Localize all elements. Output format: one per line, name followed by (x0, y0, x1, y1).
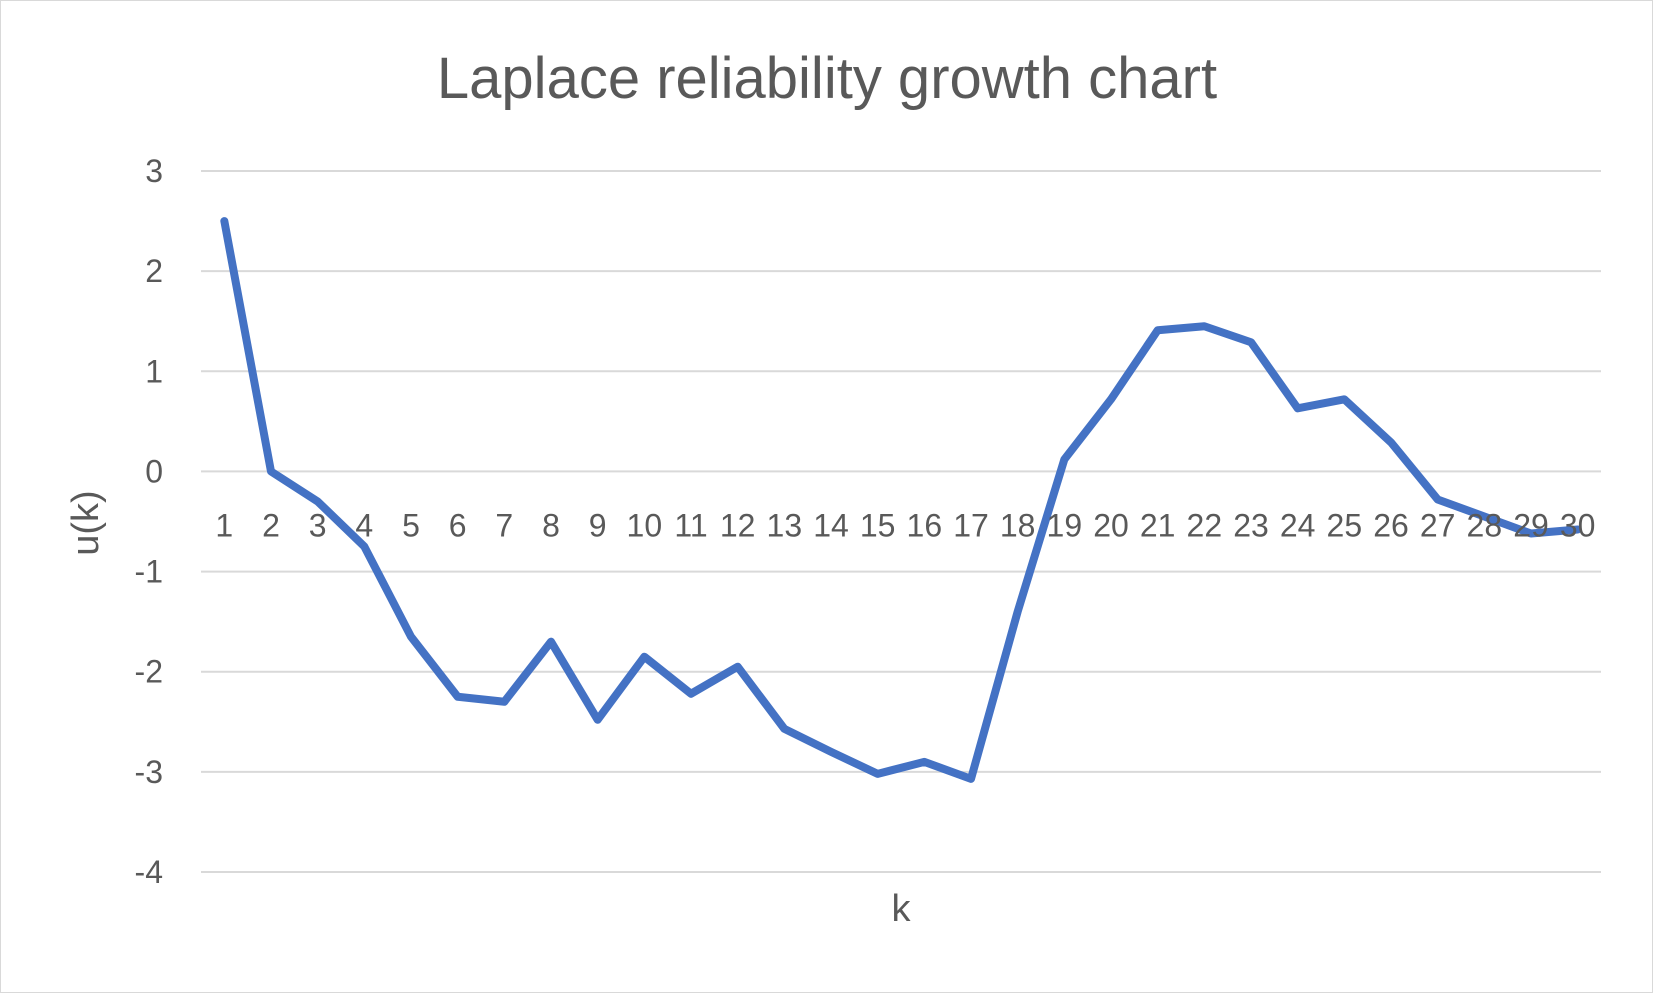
x-tick-label: 11 (674, 507, 707, 543)
x-tick-label: 14 (813, 507, 849, 543)
x-tick-label: 3 (309, 507, 327, 543)
x-tick-label: 10 (627, 507, 663, 543)
y-tick-label: 2 (145, 253, 163, 289)
x-tick-label: 24 (1280, 507, 1316, 543)
x-tick-label: 17 (953, 507, 989, 543)
x-tick-label: 15 (860, 507, 896, 543)
x-tick-label: 7 (495, 507, 513, 543)
x-tick-label: 26 (1373, 507, 1409, 543)
y-axis-title: u(k) (65, 490, 107, 555)
x-tick-label: 13 (767, 507, 803, 543)
chart-title: Laplace reliability growth chart (437, 46, 1217, 111)
x-tick-label: 9 (589, 507, 607, 543)
x-tick-label: 27 (1420, 507, 1456, 543)
x-tick-label: 21 (1140, 507, 1176, 543)
x-axis-title: k (892, 888, 912, 930)
y-tick-label: 0 (145, 453, 163, 489)
x-tick-label: 23 (1233, 507, 1269, 543)
x-tick-label: 18 (1000, 507, 1036, 543)
x-tick-label: 30 (1560, 507, 1596, 543)
x-tick-label: 8 (542, 507, 560, 543)
x-tick-label: 25 (1327, 507, 1363, 543)
x-tick-label: 20 (1093, 507, 1129, 543)
x-tick-label: 5 (402, 507, 420, 543)
y-tick-label: 1 (145, 353, 163, 389)
y-tick-label: -3 (135, 754, 163, 790)
x-tick-label: 1 (215, 507, 233, 543)
x-tick-label: 4 (355, 507, 373, 543)
x-tick-label: 19 (1047, 507, 1083, 543)
series-line (220, 217, 1582, 783)
y-tick-label: -4 (135, 854, 163, 890)
x-tick-label: 28 (1467, 507, 1503, 543)
x-tick-label: 29 (1513, 507, 1549, 543)
y-tick-label: -1 (135, 554, 163, 590)
x-tick-label: 12 (720, 507, 756, 543)
x-tick-label: 16 (907, 507, 943, 543)
x-tick-label: 6 (449, 507, 467, 543)
x-tick-label: 2 (262, 507, 280, 543)
y-tick-label: -2 (135, 654, 163, 690)
y-tick-label: 3 (145, 153, 163, 189)
x-tick-label: 22 (1187, 507, 1223, 543)
